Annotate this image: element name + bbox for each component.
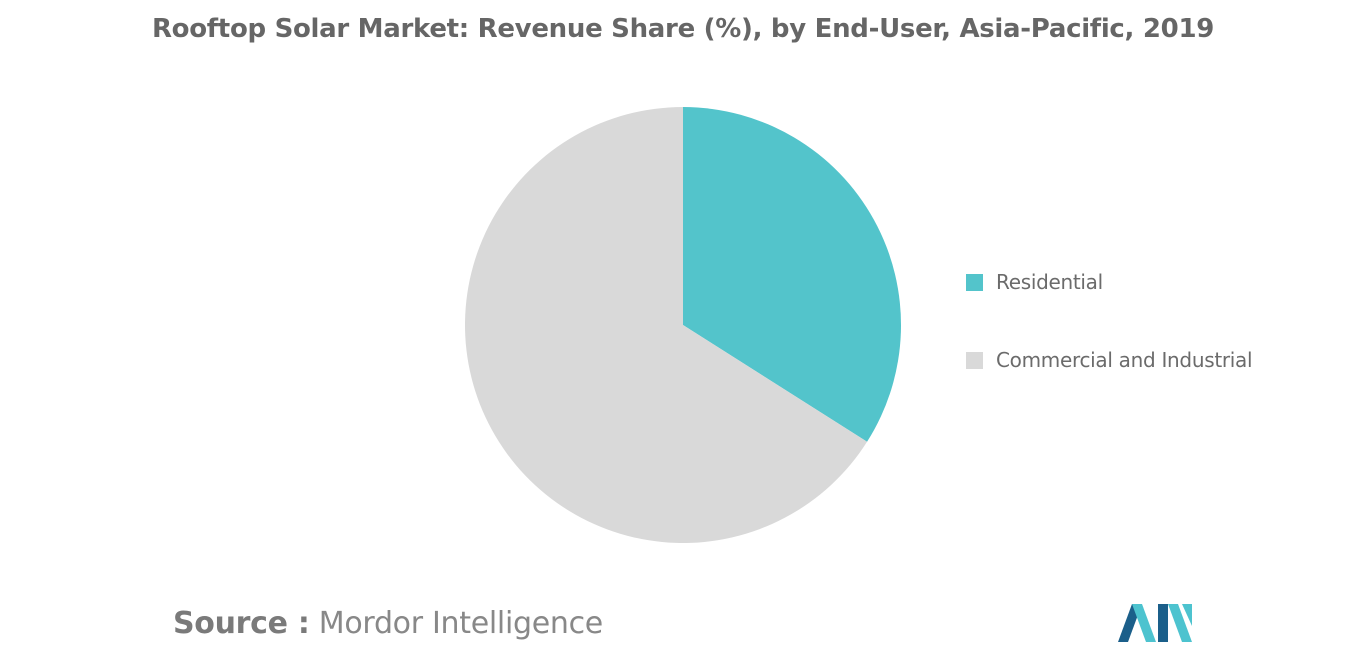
source-note: Source : Mordor Intelligence [173, 606, 603, 641]
legend-item-commercial-and-industrial: Commercial and Industrial [966, 348, 1253, 372]
source-text: Mordor Intelligence [318, 606, 603, 641]
pie-slice-residential [683, 107, 901, 442]
pie-slice-commercial-and-industrial [464, 107, 868, 543]
legend-swatch-commercial-and-industrial [966, 351, 983, 369]
chart-title: Rooftop Solar Market: Revenue Share (%),… [151, 14, 1215, 44]
legend-item-residential: Residential [966, 270, 1103, 294]
source-label: Source : [173, 606, 310, 641]
legend-swatch-residential [966, 273, 983, 291]
legend-label-residential: Residential [996, 270, 1103, 294]
mordor-intelligence-logo-icon [1118, 604, 1192, 642]
pie-slices [464, 107, 901, 543]
legend-label-commercial-and-industrial: Commercial and Industrial [996, 348, 1253, 372]
